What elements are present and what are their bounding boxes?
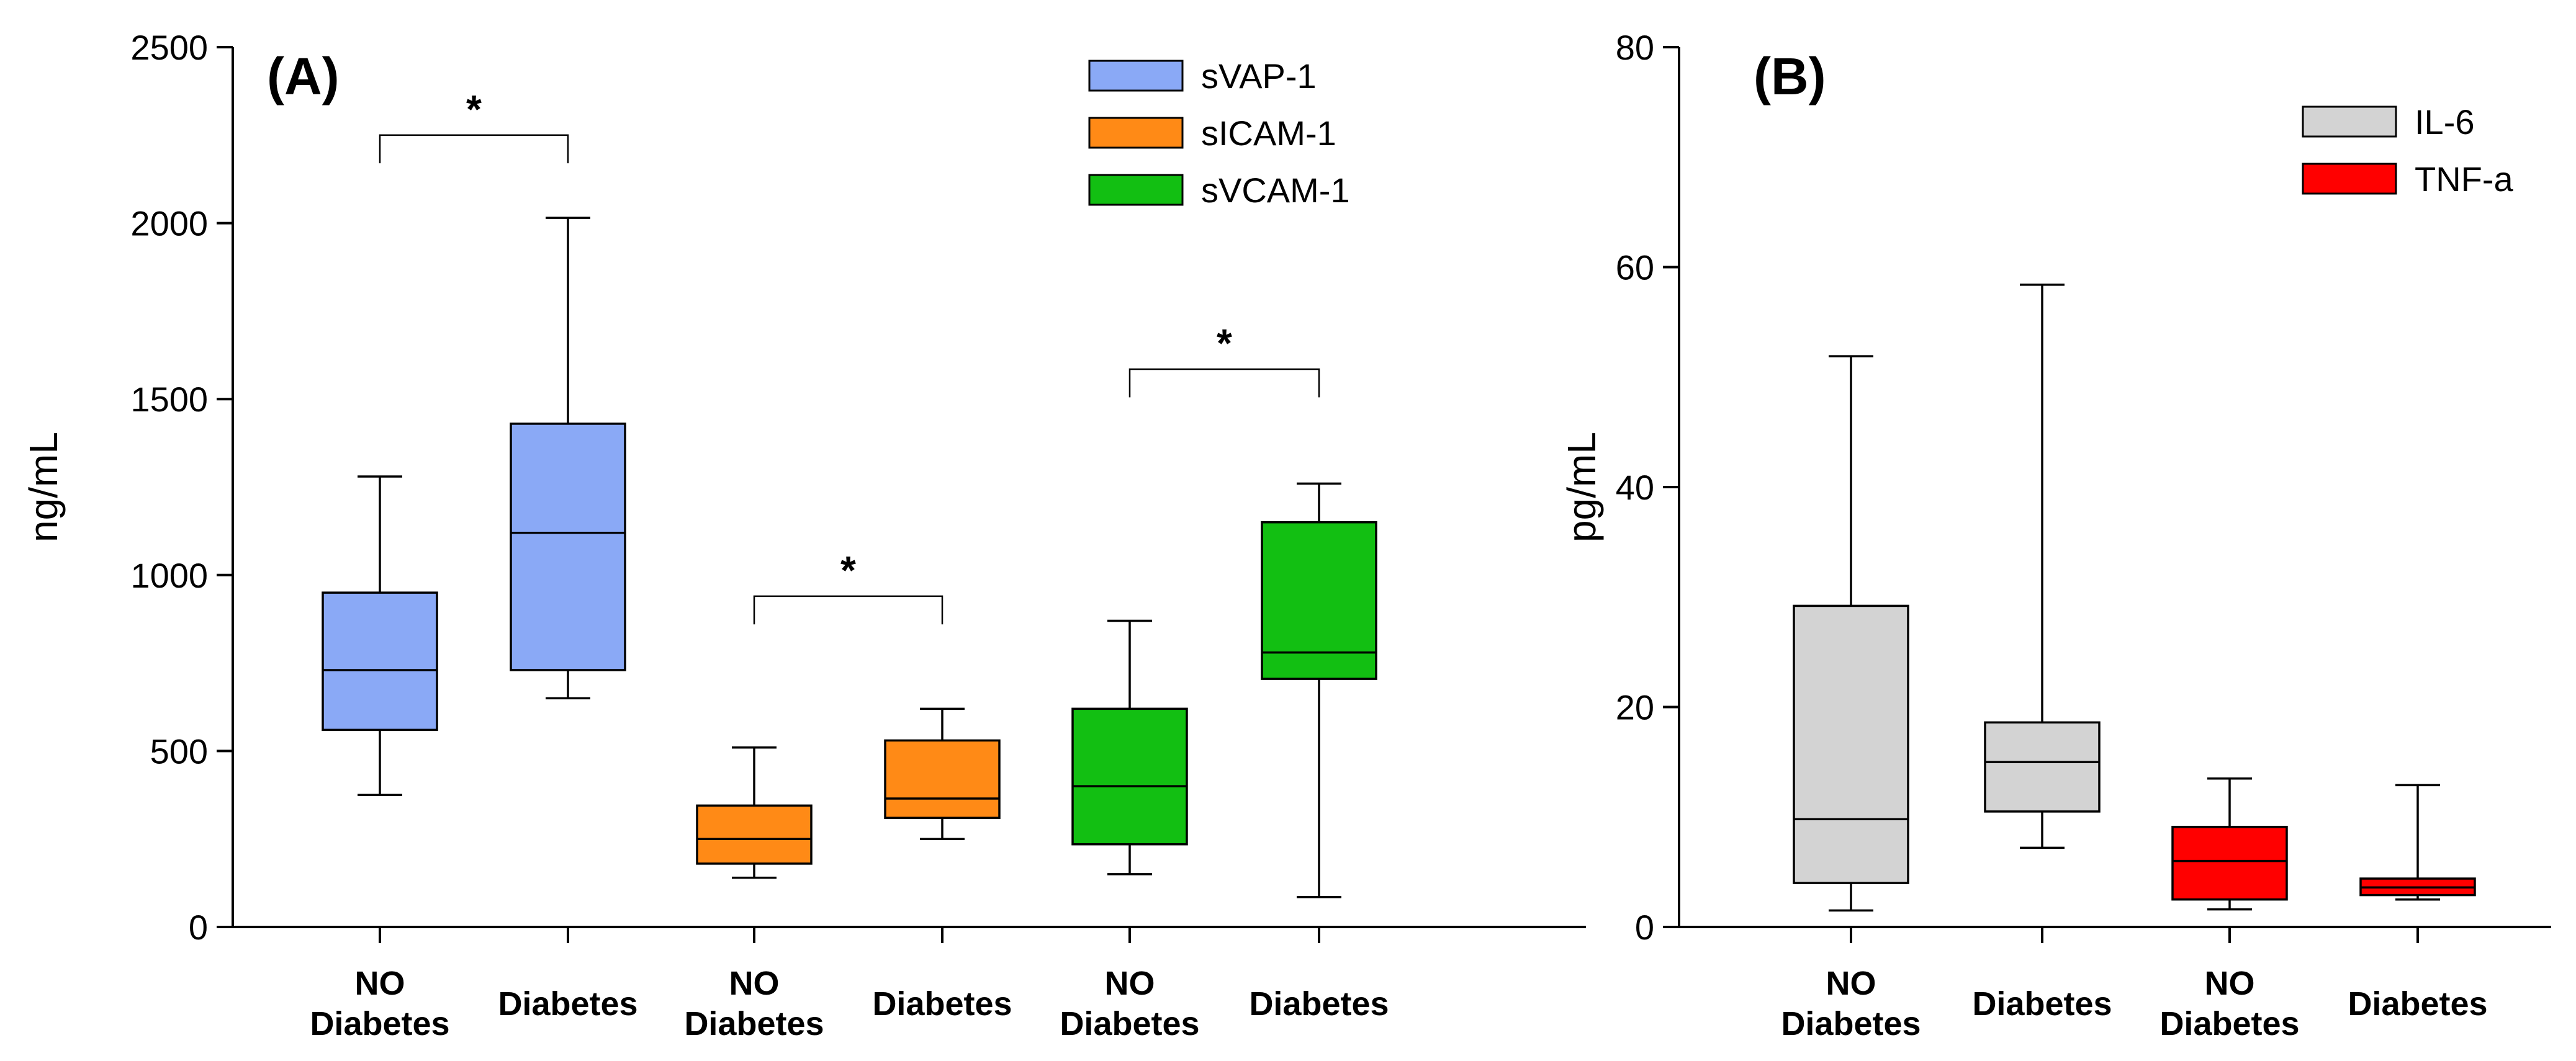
legend-label: sICAM-1 [1201,114,1336,153]
y-tick-label: 60 [1616,248,1654,287]
x-category-label: Diabetes [1249,985,1389,1023]
significance-star: * [466,87,482,132]
y-tick-label: 80 [1616,28,1654,67]
x-category-label: Diabetes [2159,1005,2299,1042]
iqr-box [696,804,813,865]
x-category-label: Diabetes [310,1005,449,1042]
panel-a-boxplot: 05001000150020002500ng/mL(A)NODiabetesDi… [21,28,1586,1042]
x-category-label: NO [1105,965,1155,1002]
legend-label: IL-6 [2415,102,2475,141]
panel-label: (A) [267,47,340,105]
x-category-label: NO [729,965,780,1002]
box-group [322,475,438,797]
significance-bracket [379,134,569,164]
iqr-box [2171,825,2288,901]
box-group [1793,355,1909,912]
y-tick-label: 20 [1616,688,1654,727]
legend-swatch [1088,174,1184,206]
panel-label: (B) [1754,47,1826,105]
y-tick-label: 1000 [130,556,208,595]
panel-b-boxplot: 020406080pg/mL(B)NODiabetesDiabetesNODia… [1559,28,2551,1042]
box-group [1071,619,1188,875]
x-category-label: Diabetes [498,985,637,1023]
x-category-label: Diabetes [2348,985,2487,1023]
y-tick-label: 0 [1635,908,1654,947]
x-category-label: Diabetes [684,1005,824,1042]
x-category-label: NO [1826,965,1876,1002]
box-group [510,217,626,700]
iqr-box [1261,521,1377,680]
y-axis-title: ng/mL [21,432,66,542]
legend-swatch [1088,60,1184,92]
y-tick-label: 500 [150,732,208,771]
y-tick-label: 1500 [130,380,208,419]
x-category-label: NO [355,965,405,1002]
iqr-box [322,591,438,732]
box-group [884,707,1001,840]
box-group [696,746,813,879]
legend-label: TNF-a [2415,159,2514,199]
iqr-box [1071,707,1188,846]
box-group [2171,777,2288,911]
x-category-label: Diabetes [1781,1005,1921,1042]
iqr-box [1793,604,1909,884]
y-tick-label: 0 [189,908,208,947]
iqr-box [1984,721,2101,813]
legend-swatch [1088,117,1184,149]
significance-bracket [753,595,943,625]
x-category-label: NO [2205,965,2255,1002]
iqr-box [884,739,1001,819]
x-category-label: Diabetes [1972,985,2112,1023]
legend-swatch [2302,105,2397,138]
legend-swatch [2302,163,2397,195]
box-group [2359,784,2476,901]
y-tick-label: 2000 [130,204,208,243]
legend-label: sVCAM-1 [1201,171,1350,210]
y-tick-label: 40 [1616,468,1654,507]
box-group [1261,482,1377,898]
significance-star: * [1217,321,1232,365]
significance-star: * [840,548,856,593]
legend-label: sVAP-1 [1201,56,1317,96]
x-category-label: Diabetes [872,985,1012,1023]
significance-bracket [1128,368,1320,398]
x-category-label: Diabetes [1060,1005,1199,1042]
iqr-box [510,423,626,671]
y-axis-title: pg/mL [1559,432,1604,542]
y-tick-label: 2500 [130,28,208,67]
box-group [1984,284,2101,849]
